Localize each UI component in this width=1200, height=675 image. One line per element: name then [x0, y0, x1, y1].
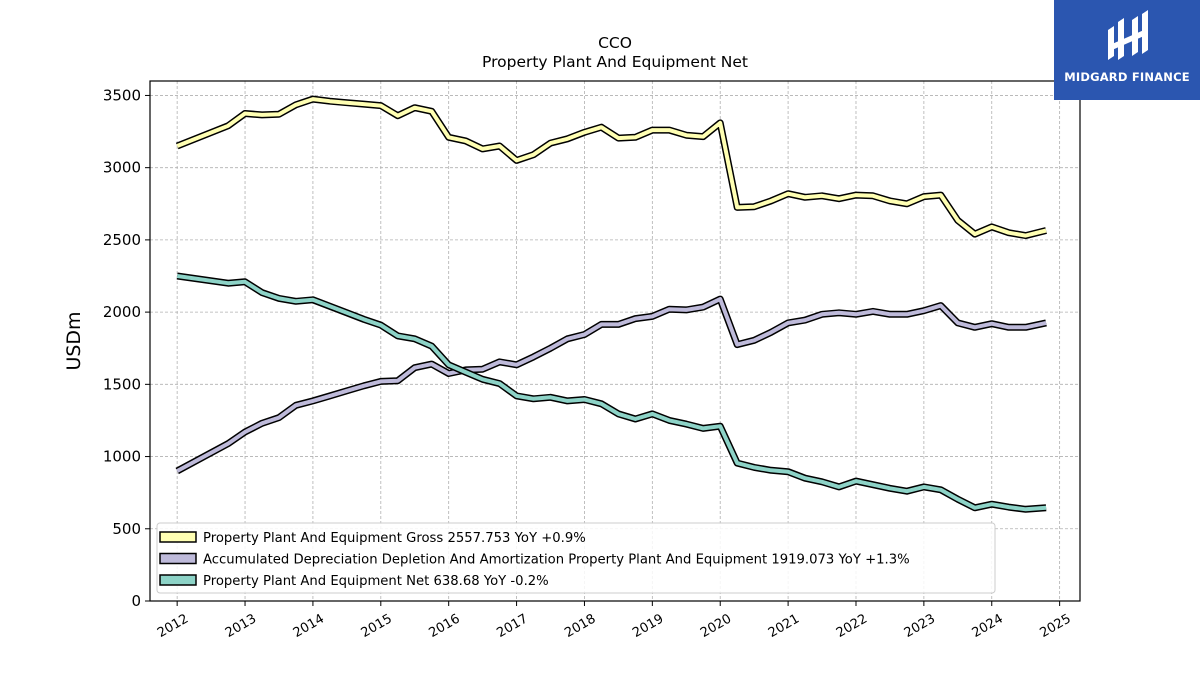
legend-box — [156, 522, 996, 594]
x-tick-label: 2023 — [902, 611, 938, 641]
grid — [150, 81, 1080, 602]
brand-logo: MIDGARD FINANCE — [1054, 0, 1200, 100]
x-tick-label: 2024 — [970, 611, 1006, 641]
chart-subtitle: Property Plant And Equipment Net — [482, 53, 748, 71]
chart-title: CCO — [598, 34, 632, 52]
logo-text: MIDGARD FINANCE — [1064, 70, 1190, 84]
series-line — [176, 274, 1047, 512]
legend-swatch — [159, 531, 197, 543]
x-tick-label: 2025 — [1037, 611, 1073, 641]
legend-label: Accumulated Depreciation Depletion And A… — [203, 553, 910, 568]
legend-label: Property Plant And Equipment Gross 2557.… — [203, 531, 586, 546]
series-1 — [175, 95, 1047, 240]
y-tick-label: 3500 — [103, 86, 141, 104]
x-tick-label: 2017 — [494, 611, 530, 641]
logo-mark-icon — [1108, 10, 1148, 60]
x-tick-label: 2016 — [427, 611, 463, 641]
x-tick-label: 2015 — [359, 611, 395, 641]
x-tick-label: 2019 — [630, 611, 666, 641]
series-2 — [175, 295, 1047, 475]
x-tick-label: 2020 — [698, 611, 734, 641]
y-tick-label: 500 — [112, 520, 141, 538]
x-tick-label: 2012 — [155, 611, 191, 641]
x-tick-label: 2021 — [766, 611, 802, 641]
legend-swatch — [159, 574, 197, 586]
x-axis: 2012 2013 2014 2015 2016 2017 2018 2019 2020 2021… — [155, 601, 1074, 641]
y-axis-label: USDm — [63, 311, 85, 370]
x-tick-label: 2018 — [562, 611, 598, 641]
series-line — [176, 297, 1047, 473]
legend: Property Plant And Equipment Gross 2557.… — [156, 522, 996, 594]
y-tick-label: 3000 — [103, 159, 141, 177]
y-axis: 0 500 1000 1500 2000 2500 3000 3500 — [103, 86, 150, 610]
series-lines — [175, 95, 1047, 513]
series-3 — [176, 272, 1047, 513]
y-tick-label: 1500 — [103, 375, 141, 393]
y-tick-label: 1000 — [103, 448, 141, 466]
x-tick-label: 2014 — [291, 611, 327, 641]
legend-label: Property Plant And Equipment Net 638.68 … — [203, 574, 549, 589]
legend-swatch — [159, 552, 197, 565]
y-tick-label: 2500 — [103, 231, 141, 249]
y-tick-label: 2000 — [103, 303, 141, 321]
x-tick-label: 2013 — [223, 611, 259, 641]
x-tick-label: 2022 — [834, 611, 870, 641]
y-tick-label: 0 — [131, 592, 141, 610]
plot-frame — [149, 80, 1081, 602]
series-line — [176, 97, 1047, 238]
